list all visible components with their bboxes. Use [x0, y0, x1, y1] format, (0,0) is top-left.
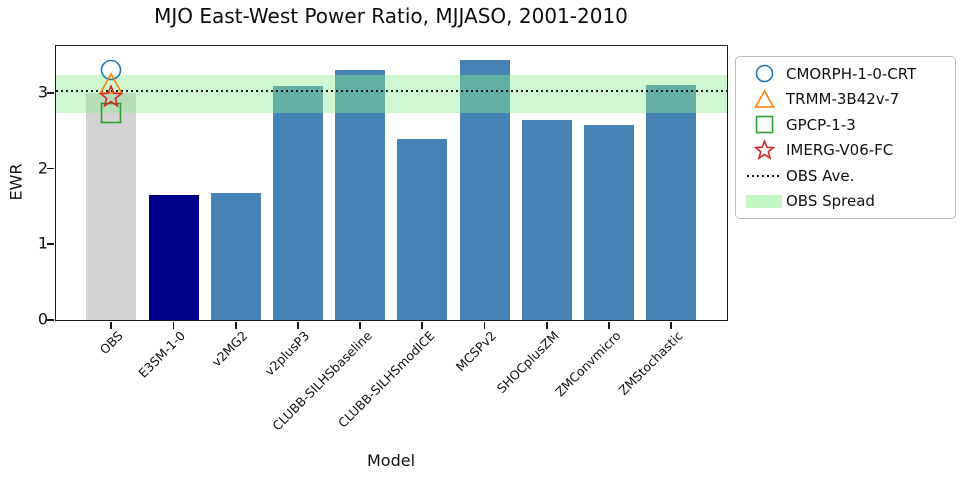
obs-marker-IMERG-V06-FC [98, 84, 125, 113]
chart-title: MJO East-West Power Ratio, MJJASO, 2001-… [154, 4, 628, 28]
legend-label: OBS Ave. [786, 166, 855, 185]
legend-label: IMERG-V06-FC [786, 141, 894, 160]
legend-row-TRMM-3B42v-7: TRMM-3B42v-7 [742, 87, 949, 112]
square-icon [742, 114, 786, 135]
obs-marker-CMORPH-1-0-CRT [99, 58, 123, 86]
bar-E3SM-1-0 [148, 195, 199, 320]
y-tick-label-2: 2 [37, 158, 48, 178]
filled-band-icon [742, 194, 786, 208]
x-tick-v2plusP3 [297, 321, 299, 329]
y-tick-0 [47, 319, 55, 321]
y-tick-label-0: 0 [37, 309, 48, 329]
y-tick-3 [47, 91, 55, 94]
obs-ave-line [56, 90, 727, 93]
y-tick-label-3: 3 [37, 82, 48, 102]
bar-MCSPv2 [459, 60, 510, 320]
x-tick-label-ZMStochastic: ZMStochastic [615, 328, 686, 399]
x-tick-SHOCplusZM [545, 321, 548, 329]
bar-CLUBB-SILHSbaseline [335, 70, 386, 320]
legend-row-GPCP-1-3: GPCP-1-3 [742, 112, 949, 137]
x-tick-label-SHOCplusZM: SHOCplusZM [493, 328, 562, 396]
dotted-line-swatch [747, 174, 781, 177]
bar-ZMStochastic [646, 84, 697, 320]
legend-label: OBS Spread [786, 192, 875, 211]
x-tick-label-OBS: OBS [96, 328, 127, 358]
x-tick-v2MG2 [234, 321, 237, 329]
legend-row-CMORPH-1-0-CRT: CMORPH-1-0-CRT [742, 61, 949, 86]
x-tick-label-MCSPv2: MCSPv2 [453, 328, 500, 375]
x-tick-label-v2MG2: v2MG2 [208, 328, 251, 370]
y-tick-1 [47, 243, 55, 246]
star-icon [742, 139, 786, 161]
x-tick-OBS [110, 321, 113, 329]
y-tick-2 [47, 167, 55, 170]
x-tick-CLUBB-SILHSmodICE [421, 321, 424, 329]
bar-SHOCplusZM [521, 120, 572, 320]
obs-marker-GPCP-1-3 [99, 101, 123, 129]
spread-swatch [746, 194, 782, 208]
y-tick-label-1: 1 [37, 233, 48, 253]
bar-v2MG2 [210, 192, 261, 320]
legend: CMORPH-1-0-CRT TRMM-3B42v-7 GPCP-1-3 IMERG-… [735, 56, 956, 219]
x-tick-ZMStochastic [670, 321, 672, 329]
x-tick-CLUBB-SILHSbaseline [359, 321, 361, 329]
x-tick-ZMConvmicro [608, 321, 610, 329]
triangle-icon [742, 89, 786, 110]
x-tick-label-E3SM-1-0: E3SM-1-0 [135, 328, 189, 381]
y-axis-label: EWR [6, 163, 26, 201]
circle-icon [742, 63, 786, 84]
x-tick-MCSPv2 [483, 321, 486, 329]
x-tick-E3SM-1-0 [172, 321, 175, 329]
bar-CLUBB-SILHSmodICE [397, 139, 448, 320]
x-tick-label-ZMConvmicro: ZMConvmicro [552, 328, 624, 400]
legend-row-OBS Ave.: OBS Ave. [742, 163, 949, 188]
x-axis-label: Model [366, 451, 416, 470]
plot-area [47, 45, 728, 329]
dotted-line-icon [742, 174, 786, 177]
legend-row-OBS Spread: OBS Spread [742, 189, 949, 214]
bar-v2plusP3 [273, 86, 323, 320]
legend-row-IMERG-V06-FC: IMERG-V06-FC [742, 138, 949, 163]
bar-ZMConvmicro [584, 125, 634, 320]
obs-marker-TRMM-3B42v-7 [99, 72, 124, 100]
legend-label: GPCP-1-3 [786, 115, 856, 134]
legend-label: TRMM-3B42v-7 [786, 90, 900, 109]
legend-label: CMORPH-1-0-CRT [786, 64, 917, 83]
x-tick-label-v2plusP3: v2plusP3 [261, 328, 313, 379]
bar-OBS [86, 92, 137, 320]
obs-spread-band [56, 74, 727, 113]
